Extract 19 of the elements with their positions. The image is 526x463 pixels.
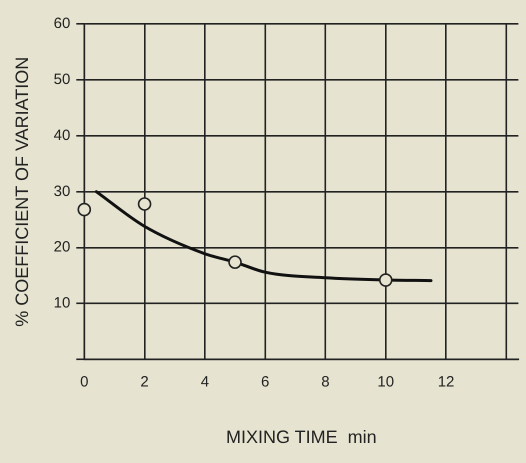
point xyxy=(77,202,92,216)
y-tick-label: 60 xyxy=(54,15,70,32)
x-tick-label: 0 xyxy=(80,374,88,391)
point xyxy=(138,197,152,211)
y-tick-label: 40 xyxy=(54,126,70,144)
x-axis-title: MIXING TIME min xyxy=(226,427,377,448)
y-tick-label: 30 xyxy=(54,182,70,200)
point xyxy=(378,273,393,287)
x-tick-label: 10 xyxy=(377,374,394,391)
y-axis-title: % COEFFICIENT OF VARIATION xyxy=(12,56,32,327)
y-tick-label: 50 xyxy=(54,71,70,88)
y-tick-label: 10 xyxy=(54,294,70,312)
point xyxy=(228,255,242,269)
x-tick-label: 8 xyxy=(321,374,330,391)
x-tick-label: 6 xyxy=(260,374,270,391)
y-tick-label: 20 xyxy=(54,238,70,256)
x-tick-label: 2 xyxy=(140,374,149,391)
x-tick-label: 12 xyxy=(438,374,454,391)
x-tick-label: 4 xyxy=(200,374,210,391)
